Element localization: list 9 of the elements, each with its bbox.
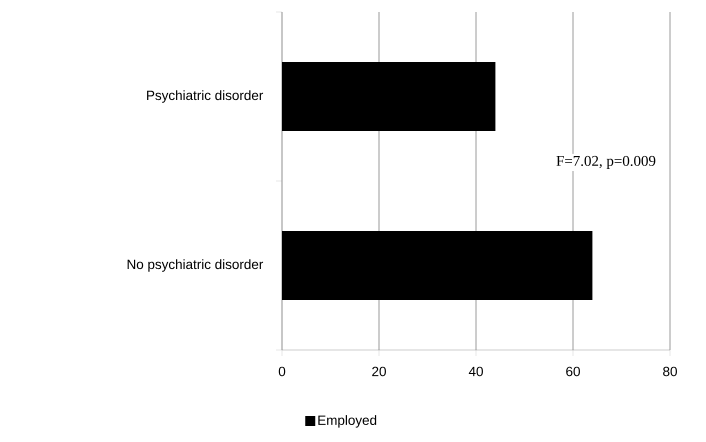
- x-tick-label: 0: [278, 366, 286, 376]
- annotation: F=7.02, p=0.009: [556, 156, 656, 169]
- y-tick-label: No psychiatric disorder: [128, 259, 264, 272]
- x-tick-label: 60: [566, 366, 580, 376]
- x-tick-label: 40: [468, 366, 483, 376]
- x-tick-label: 20: [372, 366, 386, 376]
- legend-label: Employed: [318, 415, 376, 428]
- x-tick-label: 80: [663, 366, 677, 376]
- y-tick-label: Psychiatric disorder: [147, 90, 264, 103]
